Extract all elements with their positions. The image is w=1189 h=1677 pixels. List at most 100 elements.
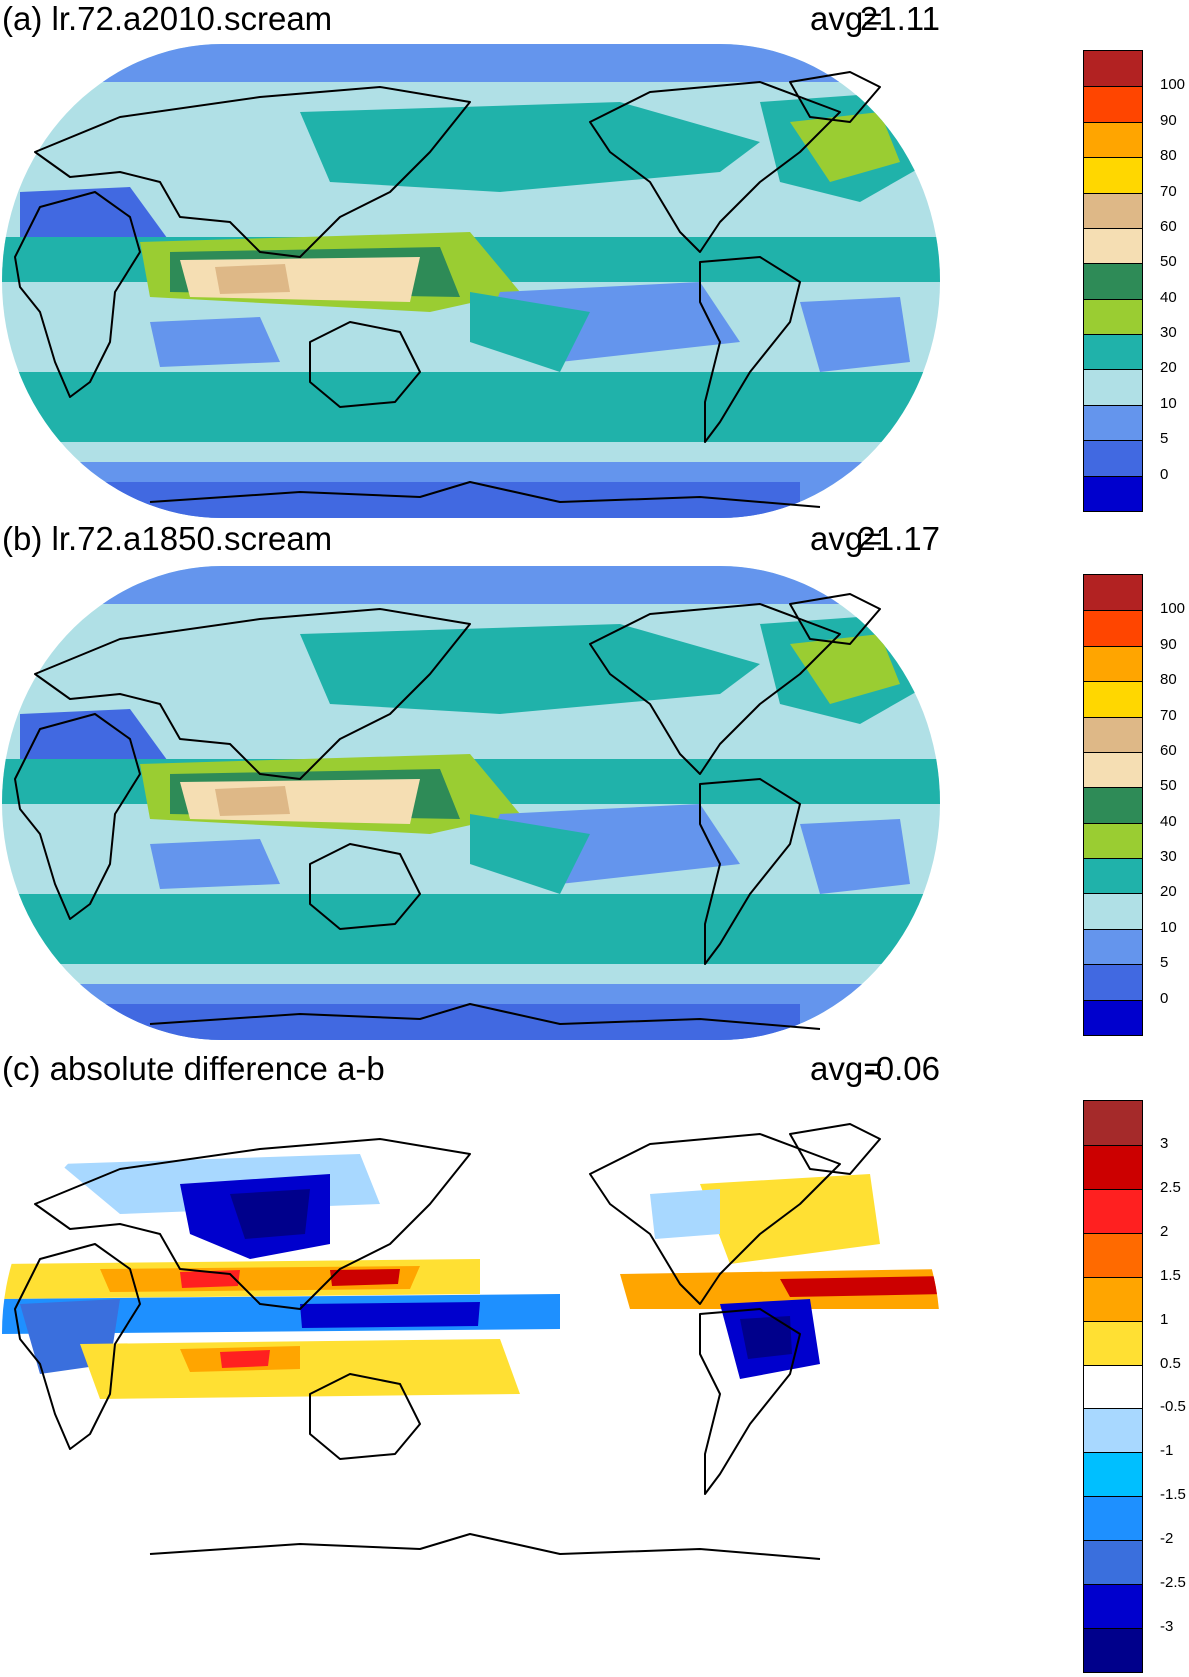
- colorbar-segment: [1084, 1628, 1142, 1672]
- southern-ocean-band: [2, 894, 940, 964]
- colorbar-tick-label: 50: [1160, 253, 1177, 271]
- colorbar-segment: [1084, 334, 1142, 370]
- coast-antarctica: [149, 1003, 821, 1030]
- colorbar-tick-label: 60: [1160, 217, 1177, 235]
- colorbar-segment: [1084, 751, 1142, 788]
- colorbar-tick-label: 90: [1160, 635, 1177, 653]
- colorbar-segment: [1084, 475, 1142, 511]
- indian-ocean-dry: [150, 839, 280, 889]
- n-america-yellow: [700, 1174, 880, 1264]
- colorbar-segment: [1084, 858, 1142, 894]
- colorbar-tick-label: 2: [1160, 1222, 1169, 1240]
- panel-c-map: [2, 1096, 940, 1570]
- colorbar-tick-label: 1.5: [1160, 1266, 1181, 1284]
- colorbar-segment: [1084, 716, 1142, 752]
- spcz-band: [470, 292, 590, 372]
- high-lat-band-n: [2, 566, 940, 604]
- panel-c-avg-label: avg=: [810, 1050, 883, 1087]
- colorbar-segment: [1084, 1364, 1142, 1409]
- colorbar-tick-label: 80: [1160, 147, 1177, 165]
- colorbar-tick-label: 30: [1160, 848, 1177, 866]
- coast-antarctica: [149, 1533, 821, 1560]
- colorbar-tick-label: -2: [1160, 1530, 1174, 1548]
- north-atlantic-core: [790, 112, 900, 182]
- north-atlantic-core: [790, 634, 900, 704]
- colorbar-segment: [1084, 298, 1142, 335]
- colorbar-segment: [1084, 681, 1142, 717]
- coast-greenland: [789, 1123, 881, 1175]
- panel-a-title: (a) lr.72.a2010.scream: [2, 0, 333, 37]
- panel-c-colorbar: [1083, 1100, 1143, 1673]
- colorbar-segment: [1084, 1320, 1142, 1365]
- colorbar-tick-label: 50: [1160, 777, 1177, 795]
- panel-b-colorbar: [1083, 574, 1143, 1036]
- colorbar-tick-label: 80: [1160, 671, 1177, 689]
- colorbar-segment: [1084, 440, 1142, 476]
- warm-pool-core: [215, 786, 290, 816]
- colorbar-tick-label: 40: [1160, 812, 1177, 830]
- panel-a-colorbar: [1083, 50, 1143, 512]
- panel-c-avg-value: -0.06: [864, 1050, 940, 1087]
- colorbar-segment: [1084, 1232, 1142, 1277]
- coast-greenland: [789, 71, 881, 123]
- colorbar-segment: [1084, 964, 1142, 1000]
- coast-eurasia: [34, 608, 471, 780]
- coast-australia: [309, 1373, 421, 1460]
- colorbar-segment: [1084, 1540, 1142, 1585]
- colorbar-segment: [1084, 192, 1142, 228]
- coast-south-america: [699, 256, 801, 443]
- colorbar-segment: [1084, 121, 1142, 158]
- colorbar-tick-label: 1: [1160, 1310, 1169, 1328]
- colorbar-segment: [1084, 263, 1142, 299]
- colorbar-tick-label: -1.5: [1160, 1486, 1186, 1504]
- panel-a-map: [2, 44, 940, 518]
- colorbar-tick-label: 90: [1160, 111, 1177, 129]
- colorbar-tick-label: -3: [1160, 1618, 1174, 1636]
- tropical-red-2: [330, 1269, 400, 1286]
- coast-africa: [14, 191, 141, 398]
- caribbean-light: [650, 1189, 720, 1239]
- colorbar-segment: [1084, 1584, 1142, 1629]
- colorbar-tick-label: 0: [1160, 465, 1169, 483]
- equatorial-dark-blue: [300, 1302, 480, 1328]
- colorbar-tick-label: 5: [1160, 954, 1169, 972]
- coast-eurasia: [34, 1138, 471, 1310]
- colorbar-tick-label: 10: [1160, 394, 1177, 412]
- colorbar-tick-label: 60: [1160, 741, 1177, 759]
- coast-north-america: [589, 603, 841, 775]
- colorbar-segment: [1084, 227, 1142, 264]
- colorbar-tick-label: 10: [1160, 918, 1177, 936]
- se-atlantic-dry: [800, 297, 910, 372]
- colorbar-segment: [1084, 369, 1142, 405]
- warm-pool-tan: [180, 257, 420, 302]
- panel-a-avg-value: 21.11: [859, 0, 940, 37]
- colorbar-tick-label: 70: [1160, 706, 1177, 724]
- colorbar-tick-label: 3: [1160, 1134, 1169, 1152]
- colorbar-tick-label: 0: [1160, 989, 1169, 1007]
- coast-greenland: [789, 593, 881, 645]
- panel-b-avg-label: avg=: [810, 520, 883, 557]
- colorbar-tick-label: 20: [1160, 883, 1177, 901]
- colorbar-tick-label: 40: [1160, 288, 1177, 306]
- coast-south-america: [699, 778, 801, 965]
- spcz-band: [470, 814, 590, 894]
- panel-b-title: (b) lr.72.a1850.scream: [2, 520, 333, 557]
- colorbar-segment: [1084, 893, 1142, 929]
- indian-ocean-dry: [150, 317, 280, 367]
- warm-pool-tan: [180, 779, 420, 824]
- coast-south-america: [699, 1308, 801, 1495]
- colorbar-segment: [1084, 645, 1142, 682]
- coast-africa: [14, 1243, 141, 1450]
- panel-c: (c) absolute difference a-b avg= -0.06: [0, 1050, 1189, 1677]
- coast-africa: [14, 713, 141, 920]
- s-america-navy: [740, 1316, 792, 1359]
- colorbar-tick-label: 5: [1160, 430, 1169, 448]
- colorbar-segment: [1084, 157, 1142, 193]
- coast-north-america: [589, 81, 841, 253]
- colorbar-tick-label: 30: [1160, 324, 1177, 342]
- colorbar-segment: [1084, 1276, 1142, 1321]
- panel-b-avg-value: 21.17: [857, 520, 940, 557]
- colorbar-tick-label: -0.5: [1160, 1398, 1186, 1416]
- colorbar-tick-label: 100: [1160, 76, 1186, 94]
- south-red: [220, 1350, 270, 1368]
